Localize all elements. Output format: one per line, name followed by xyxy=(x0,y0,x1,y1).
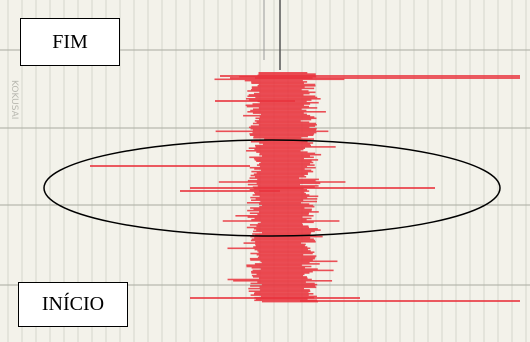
trace-spike xyxy=(90,165,250,167)
trace-spike xyxy=(190,187,435,189)
trace-spike xyxy=(215,100,295,102)
trace-spike xyxy=(220,75,520,77)
trace-spike xyxy=(190,297,360,299)
trace-spike xyxy=(300,300,520,302)
end-label: FIM xyxy=(20,18,120,66)
start-label: INÍCIO xyxy=(18,282,128,327)
trace-spike xyxy=(180,190,280,192)
trace-spike xyxy=(230,77,520,79)
paper-brand: KOKUSAI xyxy=(9,80,19,119)
page: KOKUSAI FIM INÍCIO xyxy=(0,0,530,342)
